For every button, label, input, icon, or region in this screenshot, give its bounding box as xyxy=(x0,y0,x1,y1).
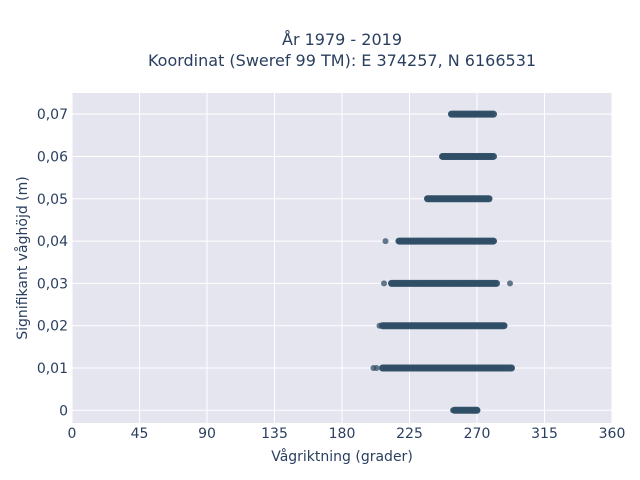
data-point xyxy=(450,407,456,414)
chart-title-line2: Koordinat (Sweref 99 TM): E 374257, N 61… xyxy=(148,51,536,70)
x-tick-label: 270 xyxy=(464,426,491,442)
y-tick-label: 0,02 xyxy=(37,319,68,335)
data-point xyxy=(382,238,389,245)
y-tick-label: 0,05 xyxy=(37,192,68,208)
y-tick-label: 0 xyxy=(59,403,68,419)
x-tick-label: 90 xyxy=(198,426,216,442)
x-tick-label: 360 xyxy=(599,426,626,442)
x-tick-labels: 0 45 90 135 180 225 270 315 360 xyxy=(68,426,626,442)
x-tick-label: 0 xyxy=(68,426,77,442)
y-tick-label: 0,01 xyxy=(37,361,68,377)
data-point xyxy=(492,280,498,287)
data-point xyxy=(381,280,387,287)
x-tick-label: 225 xyxy=(396,426,423,442)
data-point xyxy=(489,111,495,118)
x-tick-label: 315 xyxy=(531,426,558,442)
data-point xyxy=(490,238,497,245)
x-tick-label: 45 xyxy=(131,426,149,442)
y-tick-label: 0,03 xyxy=(37,276,68,292)
data-point xyxy=(460,407,467,414)
y-tick-label: 0,07 xyxy=(37,107,68,123)
x-tick-label: 135 xyxy=(261,426,288,442)
y-tick-label: 0,04 xyxy=(37,234,68,250)
x-axis-title: Vågriktning (grader) xyxy=(271,448,413,465)
data-point xyxy=(373,365,380,371)
data-point xyxy=(485,195,492,202)
data-point xyxy=(507,280,513,287)
grid-lines xyxy=(71,93,613,423)
y-tick-labels: 0 0,01 0,02 0,03 0,04 0,05 0,06 0,07 xyxy=(37,107,68,419)
data-point xyxy=(376,322,383,329)
data-point xyxy=(489,153,495,160)
chart-title-line1: År 1979 - 2019 xyxy=(282,30,402,49)
x-tick-label: 180 xyxy=(329,426,356,442)
data-point xyxy=(471,407,477,414)
data-point xyxy=(501,322,507,329)
data-points xyxy=(370,110,515,414)
y-tick-label: 0,06 xyxy=(37,149,68,165)
data-point xyxy=(507,365,514,371)
y-axis-title: Signifikant våghöjd (m) xyxy=(14,176,31,339)
